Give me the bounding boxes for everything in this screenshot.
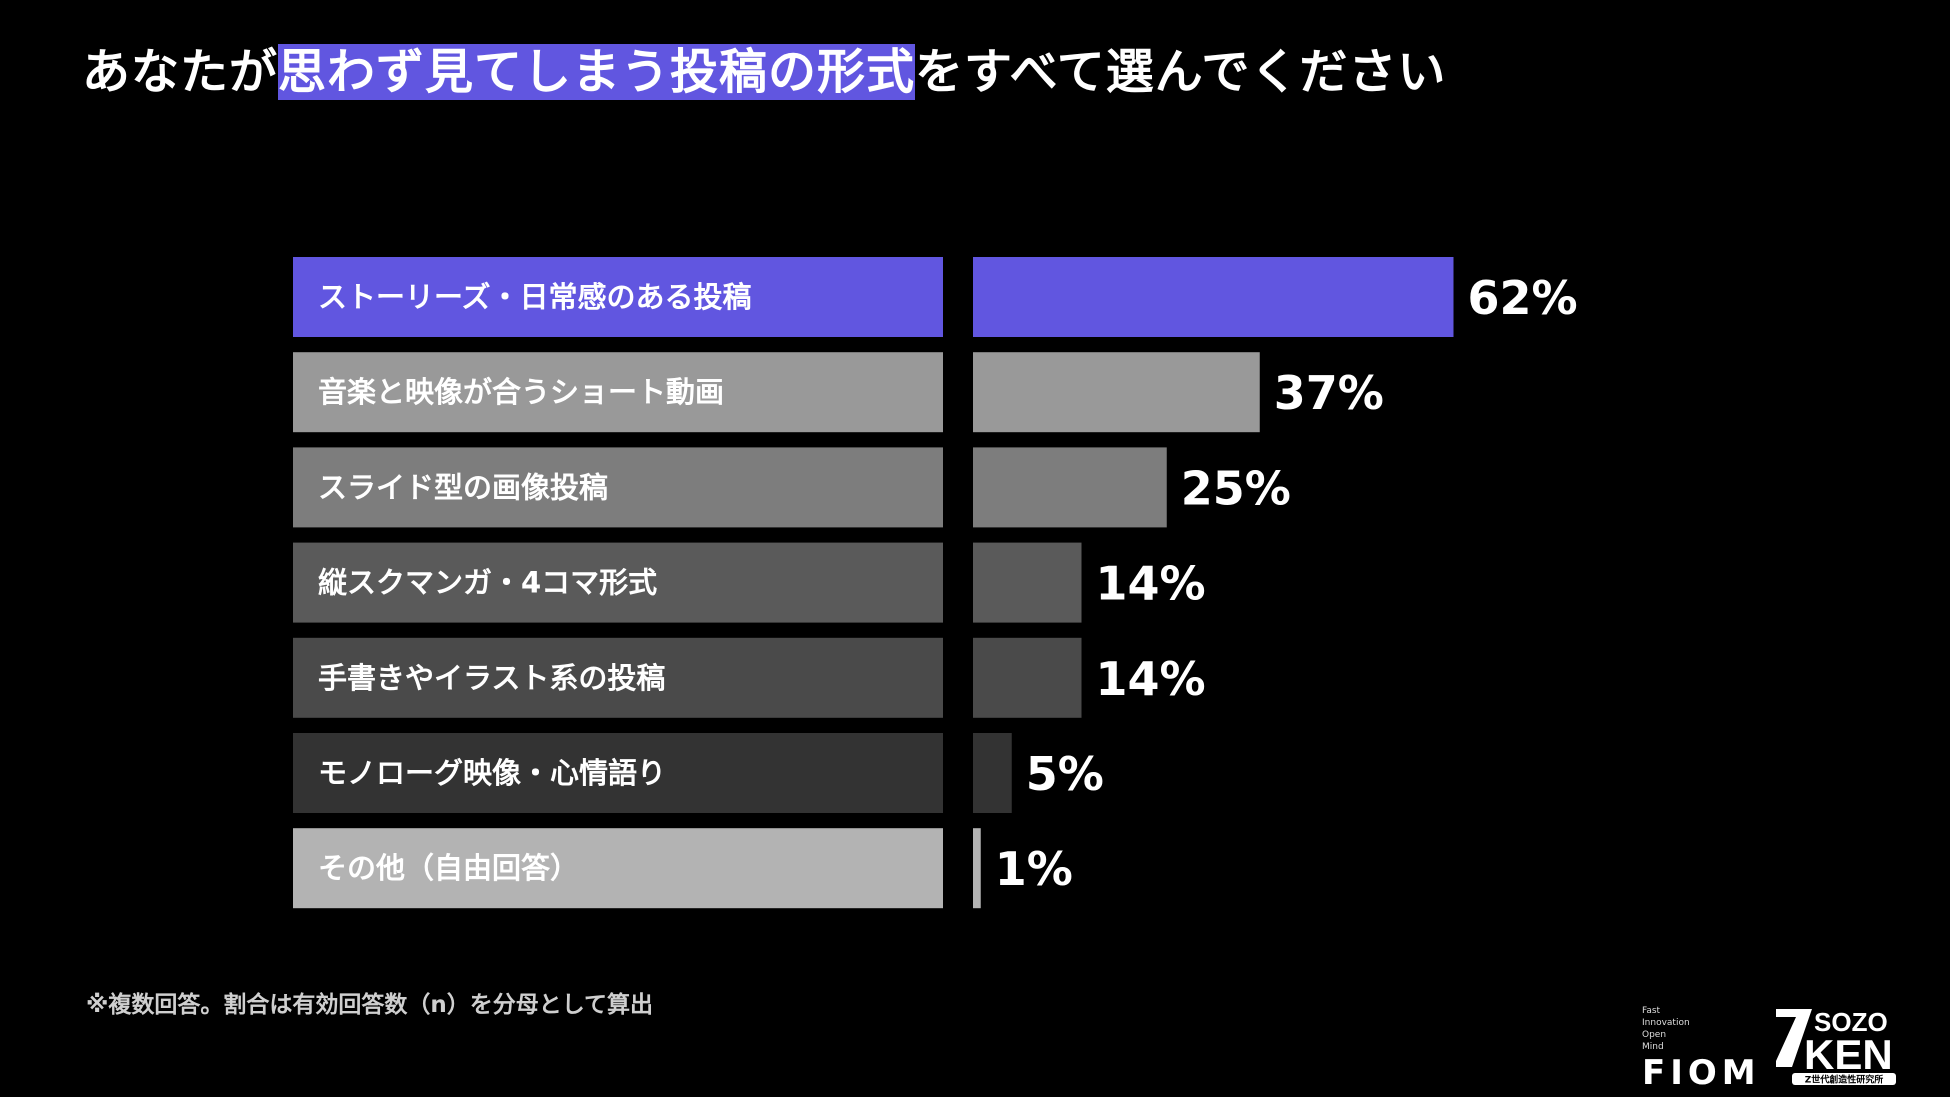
bar [973,447,1167,528]
sozo-ken-logo: SOZO KEN Z世代創造性研究所 [1776,1007,1896,1086]
fiom-tagline-2: Innovation [1642,1018,1690,1028]
category-label-box [293,257,943,337]
fiom-tagline-3: Open [1642,1030,1667,1040]
footnote: ※複数回答。割合は有効回答数（n）を分母として算出 [86,992,654,1018]
title-pre: あなたが [82,44,279,100]
zken-top: SOZO [1814,1007,1888,1037]
fiom-wordmark: FIOM [1642,1053,1761,1093]
page-title: あなたが思わず見てしまう投稿の形式をすべて選んでください [82,40,1446,104]
fiom-tagline-4: Mind [1642,1042,1664,1052]
bar [973,352,1260,433]
value-label: 62% [1468,271,1578,325]
value-label: 37% [1274,366,1384,420]
category-label: 音楽と映像が合うショート動画 [318,375,724,409]
zken-bottom: KEN [1804,1031,1893,1078]
category-label: ストーリーズ・日常感のある投稿 [318,280,752,314]
zken-sub-bg [1792,1073,1896,1085]
category-label-box [293,352,943,433]
category-label-box [293,542,943,623]
value-label: 14% [1096,652,1206,706]
value-label: 25% [1181,461,1291,515]
value-label: 14% [1096,557,1206,611]
category-label-box [293,828,943,909]
z-mark-icon [1776,1009,1812,1067]
category-label: 手書きやイラスト系の投稿 [318,661,665,695]
title-highlight: 思わず見てしまう投稿の形式 [278,44,916,100]
bar [973,637,1082,718]
category-label: その他（自由回答） [318,851,579,885]
bar [973,542,1082,623]
fiom-tagline-1: Fast [1642,1006,1661,1016]
value-label: 5% [1026,747,1104,801]
category-label: スライド型の画像投稿 [318,470,608,504]
fiom-logo: Fast Innovation Open Mind FIOM [1642,1005,1762,1091]
category-label: 縦スクマンガ・4コマ形式 [318,566,657,600]
category-label-box [293,637,943,718]
category-label-box [293,447,943,528]
title-post: をすべて選んでください [915,44,1447,100]
zken-sub: Z世代創造性研究所 [1805,1074,1884,1086]
value-label: 1% [995,842,1073,896]
category-label: モノローグ映像・心情語り [318,756,666,790]
bar [973,828,981,909]
bar [973,257,1454,337]
bar [973,733,1012,813]
category-label-box [293,733,943,813]
